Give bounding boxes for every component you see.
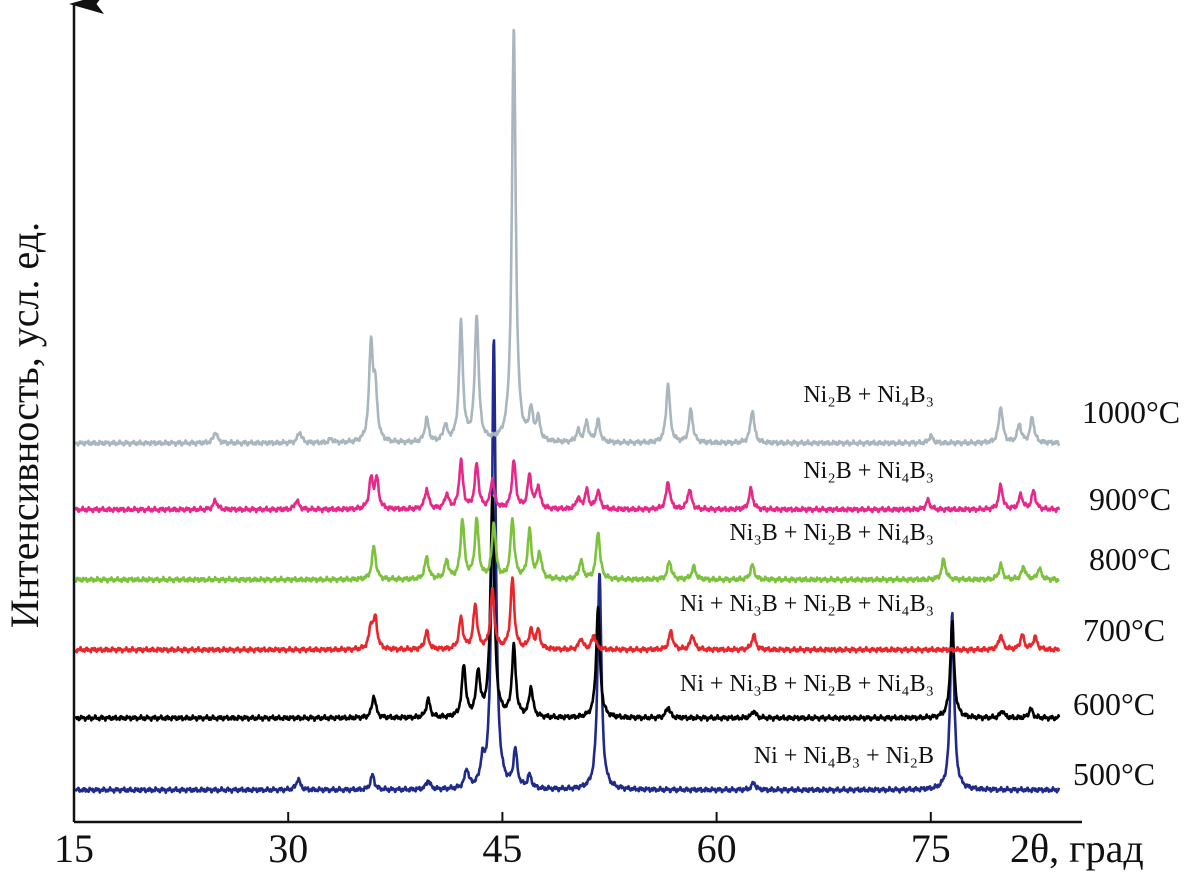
series-layer: [74, 28, 1061, 795]
series-labels: Ni + Ni₄B₃ + Ni₂B 500°C Ni + Ni₃B + Ni₂B +…: [680, 382, 1180, 792]
phase-label: Ni + Ni₃B + Ni₂B + Ni₄B₃: [680, 671, 934, 697]
phase-label: Ni + Ni₃B + Ni₂B + Ni₄B₃: [680, 591, 934, 617]
x-tick-label: 45: [482, 826, 522, 871]
series-1000°C: [74, 28, 1061, 448]
phase-label: Ni + Ni₄B₃ + Ni₂B: [754, 743, 934, 769]
x-ticks: 15 30 45 60 75: [54, 812, 951, 871]
phase-label: Ni₂B + Ni₄B₃: [803, 458, 934, 484]
x-axis-label: 2θ, град: [1010, 826, 1144, 871]
temperature-label: 900°C: [1089, 481, 1171, 517]
series-800°C: [74, 516, 1061, 584]
x-tick-label: 75: [911, 826, 951, 871]
phase-label: Ni₂B + Ni₄B₃: [803, 382, 934, 408]
series-700°C: [74, 576, 1061, 654]
temperature-label: 600°C: [1073, 686, 1155, 722]
temperature-label: 500°C: [1073, 756, 1155, 792]
x-tick-label: 15: [54, 826, 94, 871]
series-500°C: [74, 339, 1061, 795]
series-line: [74, 457, 1061, 514]
series-line: [74, 576, 1061, 654]
series-900°C: [74, 457, 1061, 514]
x-tick-label: 30: [268, 826, 308, 871]
phase-label: Ni₃B + Ni₂B + Ni₄B₃: [729, 520, 934, 546]
temperature-label: 1000°C: [1082, 394, 1180, 430]
y-axis-label: Интенсивность, усл. ед.: [2, 222, 47, 628]
series-line: [74, 496, 1061, 723]
series-line: [74, 339, 1061, 795]
temperature-label: 700°C: [1083, 612, 1165, 648]
series-600°C: [74, 496, 1061, 723]
series-line: [74, 516, 1061, 584]
x-tick-label: 60: [697, 826, 737, 871]
series-line: [74, 28, 1061, 448]
temperature-label: 800°C: [1089, 541, 1171, 577]
